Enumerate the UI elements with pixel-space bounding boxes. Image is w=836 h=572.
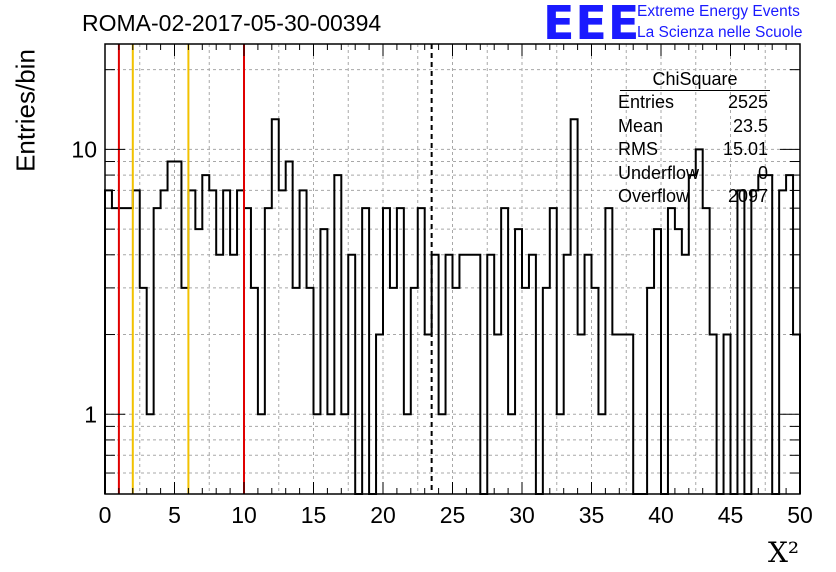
x-tick-label: 0 [99,502,112,528]
stats-box: ChiSquare Entries 2525 Mean 23.5 RMS 15.01 … [612,68,780,209]
stats-label: RMS [618,139,658,159]
x-axis-label: X² [768,536,800,569]
x-tick-label: 25 [440,502,466,528]
stats-value: 23.5 [732,115,768,136]
stats-row-rms: RMS 15.01 [612,138,780,162]
x-tick-label: 5 [168,502,181,528]
stats-row-overflow: Overflow 2097 [612,185,780,209]
x-tick-label: 10 [231,502,257,528]
stats-label: Underflow [618,162,700,183]
y-tick-label: 1 [84,401,97,427]
stats-title: ChiSquare [620,68,770,91]
stats-row-mean: Mean 23.5 [612,115,780,139]
x-tick-label: 15 [301,502,327,528]
stats-value: 2097 [727,186,768,206]
stats-value: 0 [757,162,768,183]
y-tick-label: 10 [71,136,97,162]
stats-label: Overflow [618,186,690,206]
stats-value: 15.01 [722,139,768,159]
stats-label: Entries [618,92,675,112]
x-tick-label: 40 [648,502,674,528]
logo-line-2: La Scienza nelle Scuole [637,24,803,41]
histogram-bins [104,118,801,495]
x-tick-label: 45 [718,502,744,528]
x-tick-label: 50 [787,502,813,528]
x-tick-label: 20 [370,502,396,528]
y-axis-label: Entries/bin [10,49,41,172]
x-tick-label: 30 [509,502,535,528]
stats-row-entries: Entries 2525 [612,91,780,115]
x-tick-label: 35 [579,502,605,528]
chart-title: ROMA-02-2017-05-30-00394 [82,10,382,36]
stats-value: 2525 [727,92,768,112]
eee-logo: EEE [543,0,641,50]
stats-row-underflow: Underflow 0 [612,162,780,186]
logo-line-1: Extreme Energy Events [637,3,800,20]
stats-label: Mean [618,115,664,136]
